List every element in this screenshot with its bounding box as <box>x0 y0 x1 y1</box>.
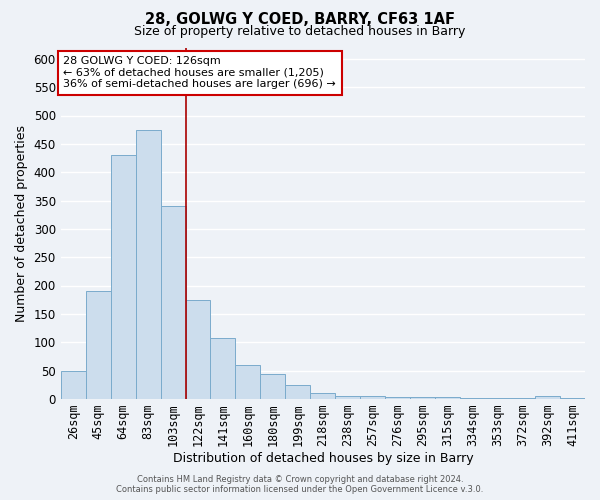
Bar <box>485 398 510 399</box>
X-axis label: Distribution of detached houses by size in Barry: Distribution of detached houses by size … <box>173 452 473 465</box>
Bar <box>161 206 185 399</box>
Bar <box>535 396 560 399</box>
Bar <box>61 370 86 399</box>
Bar <box>310 392 335 399</box>
Bar <box>286 384 310 399</box>
Bar <box>211 338 235 399</box>
Bar <box>260 374 286 399</box>
Bar <box>235 365 260 399</box>
Bar <box>410 396 435 399</box>
Bar <box>560 398 585 399</box>
Bar <box>510 398 535 399</box>
Bar <box>335 396 360 399</box>
Bar <box>385 396 410 399</box>
Bar <box>360 396 385 399</box>
Text: 28 GOLWG Y COED: 126sqm
← 63% of detached houses are smaller (1,205)
36% of semi: 28 GOLWG Y COED: 126sqm ← 63% of detache… <box>63 56 336 90</box>
Bar <box>110 155 136 399</box>
Text: 28, GOLWG Y COED, BARRY, CF63 1AF: 28, GOLWG Y COED, BARRY, CF63 1AF <box>145 12 455 28</box>
Bar <box>86 291 110 399</box>
Text: Contains HM Land Registry data © Crown copyright and database right 2024.
Contai: Contains HM Land Registry data © Crown c… <box>116 474 484 494</box>
Text: Size of property relative to detached houses in Barry: Size of property relative to detached ho… <box>134 25 466 38</box>
Bar <box>460 398 485 399</box>
Bar <box>435 397 460 399</box>
Bar <box>136 130 161 399</box>
Y-axis label: Number of detached properties: Number of detached properties <box>15 124 28 322</box>
Bar <box>185 300 211 399</box>
